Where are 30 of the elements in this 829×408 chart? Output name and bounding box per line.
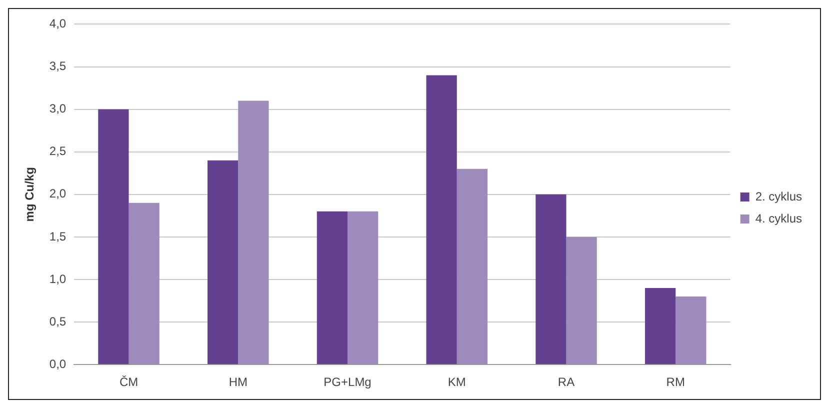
x-tick-label: RM	[666, 375, 685, 390]
y-tick-label: 3,0	[49, 102, 66, 116]
bar	[456, 168, 488, 364]
bar	[238, 100, 269, 364]
y-axis-title: mg Cu/kg	[22, 167, 37, 222]
bar	[208, 160, 238, 364]
y-tick-label: 1,0	[49, 272, 66, 286]
bar	[348, 211, 378, 364]
bar	[128, 202, 160, 364]
x-tick-label: KM	[448, 375, 466, 390]
x-tick-label: ČM	[119, 375, 138, 390]
bar	[536, 194, 566, 364]
y-tick-label: 2,5	[49, 144, 66, 158]
bar	[98, 109, 129, 364]
legend-label: 2. cyklus	[755, 189, 802, 204]
bar	[566, 236, 597, 364]
y-tick-label: 0,0	[49, 356, 66, 371]
y-tick-label: 3,5	[49, 59, 66, 74]
bar	[316, 211, 348, 364]
y-tick-label: 2,0	[49, 186, 66, 201]
legend-label: 4. cyklus	[755, 211, 802, 226]
y-tick-label: 0,5	[49, 314, 66, 328]
bar	[426, 75, 457, 364]
x-tick-label: HM	[228, 375, 248, 390]
bar	[676, 296, 706, 364]
y-tick-label: 4,0	[49, 16, 66, 31]
y-tick-label: 1,5	[49, 229, 66, 244]
bar	[645, 288, 676, 364]
x-tick-label: RA	[558, 375, 575, 390]
x-tick-label: PG+LMg	[324, 375, 372, 390]
